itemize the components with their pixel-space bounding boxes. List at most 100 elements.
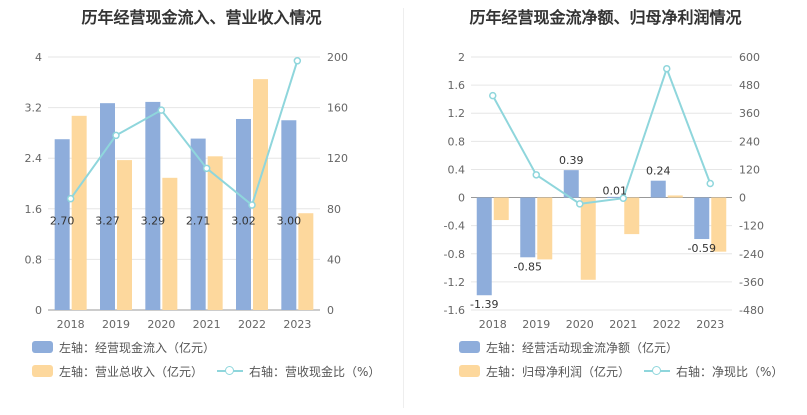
x-tick-label: 2019	[102, 318, 130, 330]
bar-2022	[667, 195, 683, 198]
y-left-tick-label: 0.8	[448, 135, 466, 148]
chart-plot-area: -1.6 -1.2 -0.8 -0.4 0 0.4 0.8 1.2 1.6 2 -480 -360 -2…	[444, 51, 764, 330]
bar-2019	[537, 197, 553, 260]
y-right-tick-label: 0	[739, 192, 746, 205]
bar-2022	[236, 118, 251, 310]
y-left-tick-label: -1.6	[444, 304, 465, 317]
legend-row-1: 左轴：经营活动现金流净额（亿元）	[459, 338, 692, 356]
y-right-tick-label: 240	[739, 135, 760, 148]
legend-label: 右轴：营收现金比（%）	[249, 364, 381, 379]
y-left-tick-label: 2.4	[25, 152, 43, 165]
y-right-tick-label: -240	[739, 248, 764, 261]
bar-2021	[207, 156, 223, 310]
ratio-point-2020	[576, 200, 584, 208]
y-left-tick-label: -1.2	[444, 276, 465, 289]
y-right-tick-label: 120	[327, 152, 348, 165]
y-right-tick-label: 80	[327, 203, 341, 216]
chart-title: 历年经营现金流入、营业收入情况	[81, 8, 322, 27]
bar-2023	[694, 197, 710, 240]
legend-row-2: 左轴：归母净利润（亿元） 右轴：净现比（%）	[459, 362, 797, 380]
bar-2022	[650, 180, 666, 198]
ratio-point-2022	[663, 64, 671, 73]
legend-swatch-blue	[459, 341, 480, 353]
legend-swatch-orange	[32, 365, 53, 377]
y-right-tick-label: 600	[739, 51, 760, 64]
legend-line-marker-icon	[644, 365, 671, 377]
bar-2019	[100, 103, 115, 310]
y-left-tick-label: -0.8	[444, 248, 465, 261]
y-right-tick-label: 360	[739, 107, 760, 120]
y-right-tick-label: -360	[739, 276, 764, 289]
legend-item-ratio[interactable]: 右轴：净现比（%）	[644, 363, 783, 380]
y-right-tick-label: 120	[739, 163, 760, 176]
y-right-tick-label: 200	[327, 51, 348, 64]
y-right-tick-label: 160	[327, 102, 348, 115]
legend-swatch-blue	[32, 341, 53, 353]
bar-2023	[711, 197, 727, 252]
bar-2018	[54, 139, 70, 310]
legend-item-cash-inflow[interactable]: 左轴：经营现金流入（亿元）	[32, 339, 215, 356]
x-tick-label: 2021	[193, 318, 221, 330]
data-label: 0.24	[646, 165, 671, 178]
legend-item-revenue[interactable]: 左轴：营业总收入（亿元）	[32, 363, 203, 380]
bar-2023	[298, 213, 314, 310]
data-label: 3.02	[231, 215, 256, 228]
y-left-tick-label: 3.2	[25, 102, 43, 115]
y-left-tick-label: 0	[35, 304, 42, 317]
ratio-point-2018	[66, 194, 75, 203]
ratio-point-2021	[202, 164, 211, 173]
bar-2018	[476, 197, 492, 296]
bar-2020	[563, 170, 579, 198]
data-label: -0.85	[514, 260, 542, 273]
y-right-tick-label: -120	[739, 220, 764, 233]
x-tick-label: 2022	[653, 318, 681, 330]
legend-label: 左轴：归母净利润（亿元）	[486, 364, 631, 379]
y-left-tick-label: -0.4	[444, 220, 465, 233]
chart-title: 历年经营现金流净额、归母净利润情况	[469, 8, 742, 27]
legend-item-net-cash[interactable]: 左轴：经营活动现金流净额（亿元）	[459, 339, 678, 356]
chart-panel-net-cash: 历年经营现金流净额、归母净利润情况 -1.6 -1.2 -0.8 -0.4 0 0.4 0.…	[404, 0, 807, 415]
y-left-tick-label: 0.8	[25, 253, 43, 266]
ratio-line	[491, 65, 712, 205]
data-label: 2.71	[186, 215, 211, 228]
legend-label: 左轴：经营活动现金流净额（亿元）	[486, 340, 679, 355]
ratio-point-2020	[157, 106, 166, 114]
y-left-tick-label: 0.4	[448, 163, 466, 176]
ratio-point-2019	[112, 131, 120, 140]
data-label: 3.27	[95, 215, 120, 228]
data-label: 2.70	[50, 215, 75, 228]
bar-2018	[71, 115, 87, 310]
x-tick-label: 2019	[522, 318, 550, 330]
legend-swatch-orange	[459, 365, 480, 377]
x-tick-label: 2020	[566, 318, 594, 330]
y-right-tick-label: 0	[327, 304, 334, 317]
bar-2021	[607, 196, 623, 198]
y-right-tick-label: -480	[739, 304, 764, 317]
y-left-tick-label: 1.2	[448, 107, 466, 120]
legend-row-2: 左轴：营业总收入（亿元） 右轴：营收现金比（%）	[32, 362, 394, 380]
ratio-point-2023	[293, 57, 302, 65]
x-tick-label: 2021	[609, 318, 637, 330]
bar-2023	[281, 120, 297, 310]
ratio-point-2022	[248, 201, 256, 209]
legend-item-ratio[interactable]: 右轴：营收现金比（%）	[217, 363, 380, 380]
ratio-point-2021	[619, 194, 627, 203]
y-left-tick-label: 1.6	[448, 79, 466, 92]
y-left-tick-label: 1.6	[25, 203, 43, 216]
data-label: 3.00	[277, 215, 302, 228]
bar-2018	[493, 197, 509, 221]
y-left-tick-label: 0	[458, 192, 465, 205]
ratio-point-2018	[489, 91, 497, 100]
legend-item-net-profit[interactable]: 左轴：归母净利润（亿元）	[459, 363, 630, 380]
ratio-line	[69, 60, 299, 207]
data-label: 3.29	[141, 215, 166, 228]
x-tick-label: 2023	[283, 318, 311, 330]
bar-2020	[580, 197, 596, 280]
x-tick-label: 2023	[696, 318, 724, 330]
x-tick-label: 2018	[479, 318, 507, 330]
x-tick-label: 2020	[147, 318, 175, 330]
bar-2021	[190, 138, 206, 310]
legend-line-marker-icon	[217, 365, 244, 377]
bar-2020	[162, 177, 178, 310]
